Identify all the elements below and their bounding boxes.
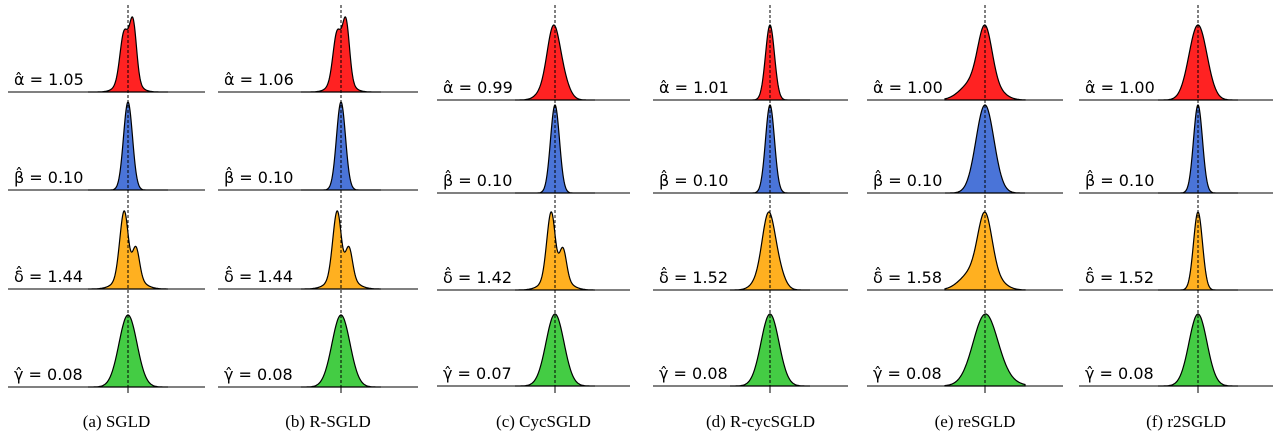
label-alpha: α̂ = 1.01 [659,78,729,97]
label-beta: β̂ = 0.10 [443,170,512,190]
row-beta: β̂ = 0.10 [867,104,1063,194]
density-alpha [301,16,381,93]
row-alpha: α̂ = 1.00 [867,24,1063,101]
row-beta: β̂ = 0.10 [218,101,418,191]
row-beta: β̂ = 0.10 [1079,104,1273,194]
label-gamma: γ̂ = 0.08 [224,365,293,384]
panel-1: α̂ = 1.05 β̂ = 0.10 δ̂ = 1.44 γ̂ = 0.08 (a) … [8,5,205,431]
row-alpha: α̂ = 1.06 [218,16,418,93]
label-gamma: γ̂ = 0.08 [873,364,942,383]
label-delta: δ̂ = 1.44 [224,266,293,286]
label-alpha: α̂ = 0.99 [443,78,513,97]
panel-caption: (e) reSGLD [935,412,1016,431]
panel-caption: (c) CycSGLD [496,412,591,431]
label-beta: β̂ = 0.10 [14,167,83,187]
label-gamma: γ̂ = 0.08 [14,365,83,384]
panel-4: α̂ = 1.01 β̂ = 0.10 δ̂ = 1.52 γ̂ = 0.08 (d) … [653,5,848,431]
row-gamma: γ̂ = 0.08 [653,313,848,387]
row-delta: δ̂ = 1.58 [867,211,1063,291]
label-alpha: α̂ = 1.06 [224,70,294,89]
panel-3: α̂ = 0.99 β̂ = 0.10 δ̂ = 1.42 γ̂ = 0.07 (c) … [437,5,630,431]
row-gamma: γ̂ = 0.07 [437,313,630,387]
panel-6: α̂ = 1.00 β̂ = 0.10 δ̂ = 1.52 γ̂ = 0.08 (f) … [1079,5,1273,431]
label-delta: δ̂ = 1.52 [1085,267,1154,287]
label-alpha: α̂ = 1.00 [873,78,943,97]
row-beta: β̂ = 0.10 [437,104,630,194]
row-alpha: α̂ = 0.99 [437,24,630,101]
row-delta: δ̂ = 1.44 [218,210,418,290]
row-gamma: γ̂ = 0.08 [8,314,205,388]
density-beta [945,104,1025,194]
row-beta: β̂ = 0.10 [8,101,205,191]
row-gamma: γ̂ = 0.08 [1079,313,1273,387]
label-gamma: γ̂ = 0.08 [659,364,728,383]
label-beta: β̂ = 0.10 [224,167,293,187]
row-alpha: α̂ = 1.00 [1079,24,1273,101]
row-gamma: γ̂ = 0.08 [867,313,1063,387]
label-gamma: γ̂ = 0.07 [443,364,512,383]
label-delta: δ̂ = 1.58 [873,267,942,287]
row-delta: δ̂ = 1.52 [1079,211,1273,291]
label-beta: β̂ = 0.10 [1085,170,1154,190]
panel-caption: (a) SGLD [83,412,151,431]
label-delta: δ̂ = 1.42 [443,267,512,287]
label-gamma: γ̂ = 0.08 [1085,364,1154,383]
panel-caption: (d) R-cycSGLD [706,412,815,431]
density-beta [730,104,810,194]
label-beta: β̂ = 0.10 [659,170,728,190]
label-beta: β̂ = 0.10 [873,170,942,190]
label-alpha: α̂ = 1.00 [1085,78,1155,97]
row-alpha: α̂ = 1.01 [653,24,848,101]
density-beta [1158,104,1238,194]
label-delta: δ̂ = 1.52 [659,267,728,287]
row-delta: δ̂ = 1.42 [437,211,630,291]
row-delta: δ̂ = 1.44 [8,210,205,290]
row-delta: δ̂ = 1.52 [653,211,848,291]
row-alpha: α̂ = 1.05 [8,16,205,93]
row-beta: β̂ = 0.10 [653,104,848,194]
label-alpha: α̂ = 1.05 [14,70,84,89]
panel-5: α̂ = 1.00 β̂ = 0.10 δ̂ = 1.58 γ̂ = 0.08 (e) … [867,5,1063,431]
panel-caption: (f) r2SGLD [1146,412,1226,431]
density-alpha [88,16,168,93]
density-beta [515,104,595,194]
label-delta: δ̂ = 1.44 [14,266,83,286]
panel-2: α̂ = 1.06 β̂ = 0.10 δ̂ = 1.44 γ̂ = 0.08 (b) … [218,5,418,431]
panel-caption: (b) R-SGLD [285,412,370,431]
row-gamma: γ̂ = 0.08 [218,314,418,388]
